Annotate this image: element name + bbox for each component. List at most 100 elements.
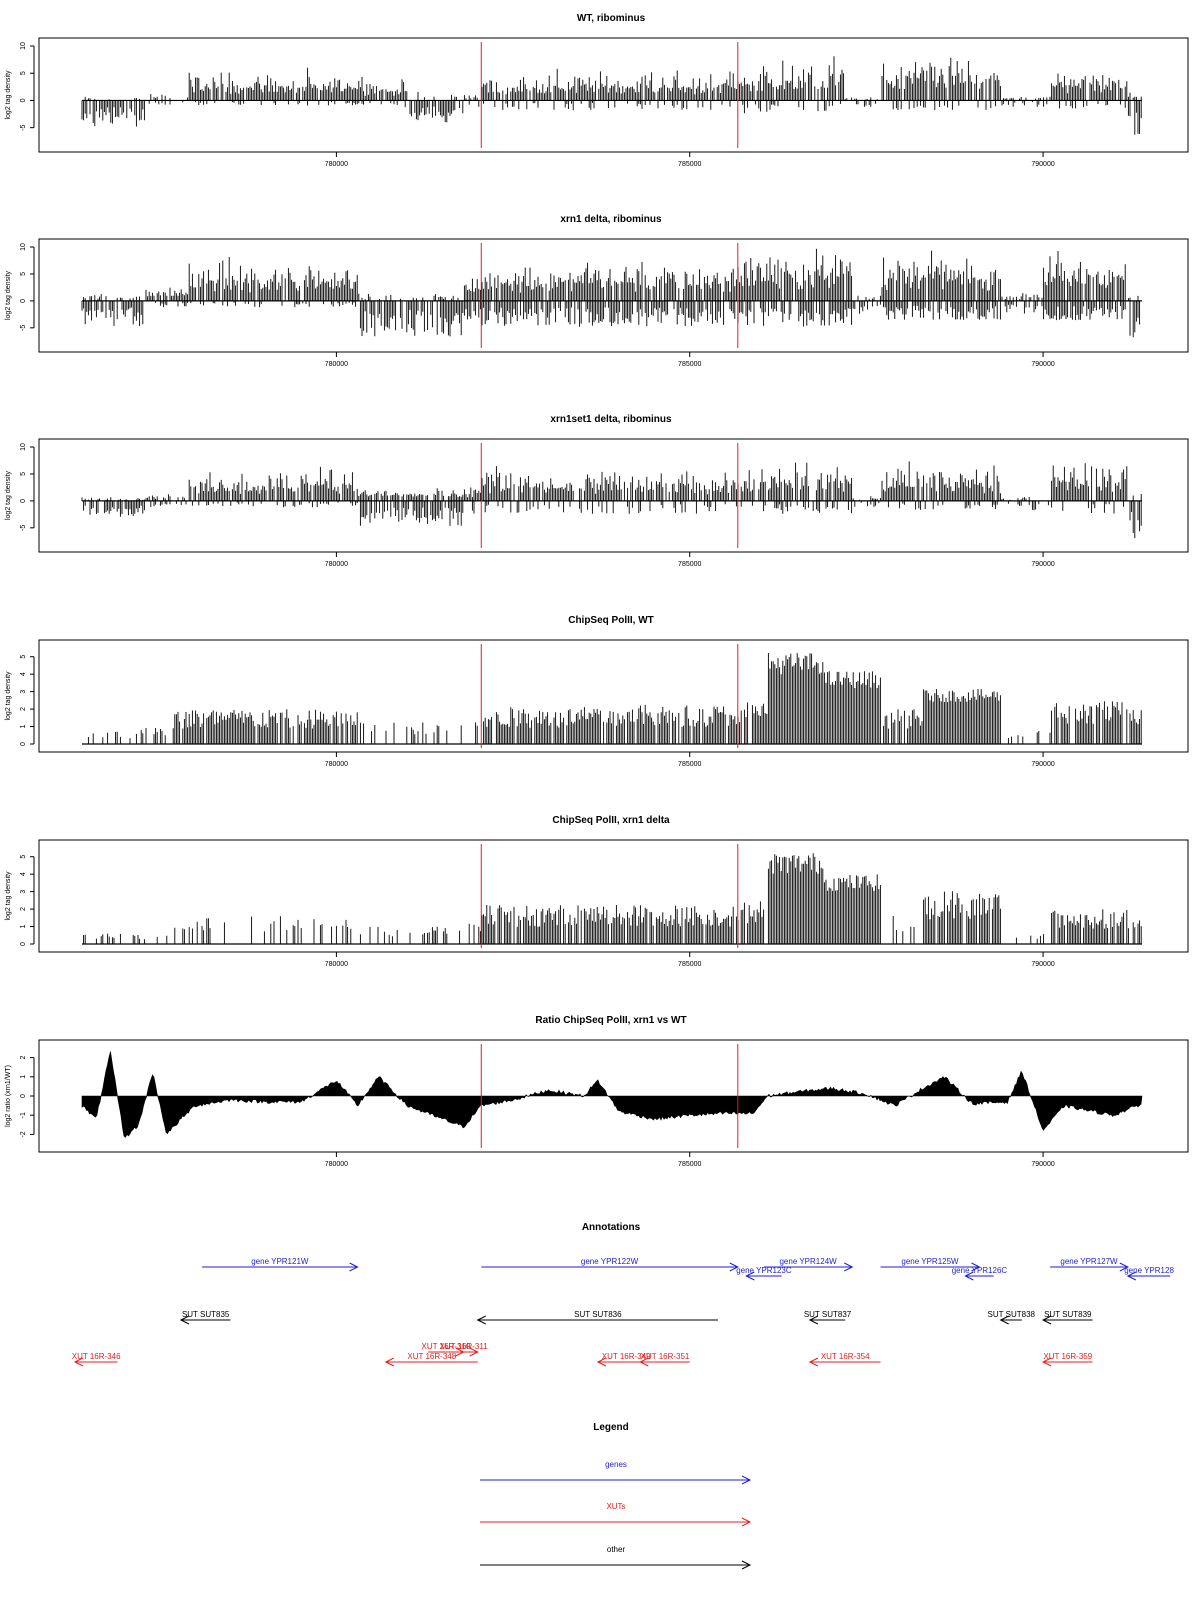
y-tick-label: 4 <box>20 872 27 876</box>
y-axis-label: log2 tag density <box>5 871 12 921</box>
xut-label: XUT 16R-346 <box>72 1352 121 1361</box>
arrow-head <box>964 1271 974 1281</box>
panel-title: Ratio ChipSeq PolII, xrn1 vs WT <box>535 1015 686 1026</box>
plot-frame <box>38 438 1189 553</box>
xut-feature: XUT 16R-311 <box>440 1342 489 1357</box>
xut-label: XUT 16R-359 <box>1043 1352 1092 1361</box>
y-tick-label: 0 <box>20 1094 27 1098</box>
arrow-head <box>349 1262 359 1272</box>
sut-label: SUT SUT836 <box>574 1310 622 1319</box>
legend-label: XUTs <box>606 1502 625 1511</box>
y-tick-label: 10 <box>20 443 27 451</box>
arrow-head <box>729 1262 739 1272</box>
legend-label: other <box>607 1545 626 1554</box>
x-tick-label: 790000 <box>1031 161 1054 168</box>
gene-label: gene YPR125W <box>901 1257 959 1266</box>
sut-label: SUT SUT839 <box>1044 1310 1092 1319</box>
gene-label: gene YPR126C <box>952 1266 1008 1275</box>
y-axis-label: log2 tag density <box>5 70 12 120</box>
density-bars <box>83 853 1142 944</box>
gene-feature: gene YPR125W <box>880 1257 981 1272</box>
arrow-head <box>808 1357 819 1367</box>
arrow-head <box>999 1315 1009 1325</box>
arrow-head <box>476 1315 486 1325</box>
y-tick-label: -5 <box>20 325 27 331</box>
y-tick-label: 1 <box>20 924 27 928</box>
gene-label: gene YPR127W <box>1060 1257 1118 1266</box>
y-tick-label: 5 <box>20 472 27 476</box>
y-axis-label: log2 tag density <box>5 270 12 320</box>
arrow-head <box>384 1357 395 1367</box>
x-tick-label: 790000 <box>1031 361 1054 368</box>
gene-feature: gene YPR121W <box>202 1257 359 1272</box>
sut-label: SUT SUT837 <box>804 1310 852 1319</box>
x-tick-label: 785000 <box>678 561 701 568</box>
sut-feature: SUT SUT839 <box>1041 1310 1093 1325</box>
legend: Legend genes XUTs other <box>480 1422 752 1570</box>
gene-label: gene YPR122W <box>581 1257 639 1266</box>
panel-title: ChipSeq PolII, xrn1 delta <box>552 815 670 826</box>
arrow-head <box>1126 1271 1137 1281</box>
panel-p6: Ratio ChipSeq PolII, xrn1 vs WT -2 -1 0 1 2 lo… <box>5 1015 1189 1168</box>
y-tick-label: -5 <box>20 124 27 130</box>
xut-label: XUT 16R-311 <box>440 1342 489 1351</box>
y-tick-label: -5 <box>20 525 27 531</box>
x-tick-label: 780000 <box>325 761 348 768</box>
sut-feature: SUT SUT835 <box>179 1310 231 1325</box>
plot-frame <box>38 1039 1189 1153</box>
gene-feature: gene YPR123C <box>736 1266 792 1281</box>
x-tick-label: 785000 <box>678 961 701 968</box>
y-tick-label: 0 <box>20 742 27 746</box>
legend-item: XUTs <box>480 1502 752 1527</box>
panel-title: WT, ribominus <box>577 13 646 24</box>
y-tick-label: 2 <box>20 907 27 911</box>
xut-feature: XUT 16R-348 <box>384 1352 478 1367</box>
xut-label: XUT 16R-351 <box>641 1352 690 1361</box>
y-tick-label: 5 <box>20 855 27 859</box>
gene-label: gene YPR128 <box>1124 1266 1174 1275</box>
arrow-head <box>741 1560 752 1570</box>
y-tick-label: -2 <box>20 1131 27 1137</box>
y-axis-label: log2 tag density <box>5 671 12 721</box>
arrow-head <box>596 1357 607 1367</box>
gene-feature: gene YPR127W <box>1050 1257 1129 1272</box>
panel-title: ChipSeq PolII, WT <box>568 615 654 626</box>
x-tick-label: 790000 <box>1031 761 1054 768</box>
y-tick-label: 10 <box>20 42 27 50</box>
plot-frame <box>38 839 1189 953</box>
gene-label: gene YPR124W <box>779 1257 837 1266</box>
x-tick-label: 785000 <box>678 161 701 168</box>
ratio-area <box>81 1051 1143 1138</box>
gene-feature: gene YPR122W <box>481 1257 739 1272</box>
gene-feature: gene YPR126C <box>952 1266 1008 1281</box>
panel-title: xrn1 delta, ribominus <box>560 214 662 225</box>
gene-feature: gene YPR128 <box>1124 1266 1174 1281</box>
y-tick-label: 2 <box>20 1056 27 1060</box>
annotations-title: Annotations <box>582 1222 641 1233</box>
y-axis-label: log2 tag density <box>5 470 12 520</box>
gene-label: gene YPR123C <box>736 1266 792 1275</box>
sut-feature: SUT SUT838 <box>988 1310 1036 1325</box>
xut-feature: XUT 16R-351 <box>639 1352 690 1367</box>
panel-p4: ChipSeq PolII, WT 0 1 2 3 4 5 log2 tag density 7… <box>5 615 1189 768</box>
x-tick-label: 790000 <box>1031 1161 1054 1168</box>
panel-p1: WT, ribominus -5 0 5 10 log2 tag density 78000… <box>5 13 1189 168</box>
panel-p3: xrn1set1 delta, ribominus -5 0 5 10 log2 tag … <box>5 414 1189 568</box>
arrow-head <box>1041 1315 1052 1325</box>
arrow-head <box>745 1271 755 1281</box>
y-tick-label: 3 <box>20 890 27 894</box>
x-tick-label: 780000 <box>325 1161 348 1168</box>
y-tick-label: 1 <box>20 1075 27 1079</box>
arrow-head <box>73 1357 84 1367</box>
arrow-head <box>639 1357 649 1367</box>
xut-label: XUT 16R-349 <box>602 1352 651 1361</box>
density-bars <box>87 653 1142 744</box>
xut-label: XUT 16R-348 <box>407 1352 456 1361</box>
density-bars <box>81 461 1142 539</box>
legend-item: genes <box>480 1460 752 1485</box>
y-tick-label: 4 <box>20 672 27 676</box>
arrow-head <box>741 1517 752 1527</box>
y-tick-label: 5 <box>20 655 27 659</box>
annotation-track: Annotations gene YPR121W gene YPR122W gene… <box>72 1222 1174 1367</box>
